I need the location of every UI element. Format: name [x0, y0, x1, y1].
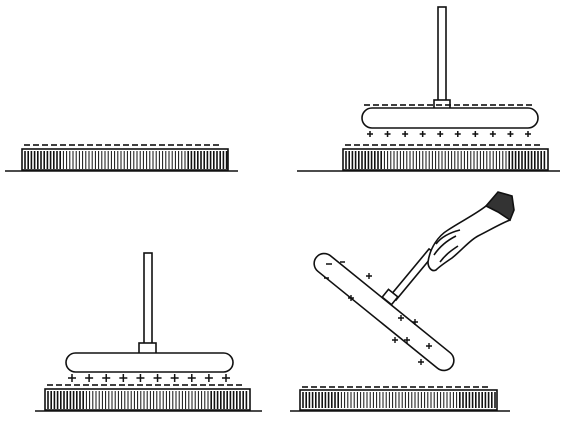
hand: [427, 194, 511, 272]
fingers: [433, 229, 461, 263]
handle-socket: [381, 288, 399, 306]
plus-sign: [384, 131, 391, 137]
plus-sign: [102, 374, 111, 382]
base-hatching: [345, 151, 546, 169]
plus-sign: [204, 374, 213, 382]
panel-2: [297, 6, 560, 172]
base-hatching: [47, 391, 248, 409]
plus-sign: [222, 374, 230, 382]
charge-signs: [324, 261, 432, 365]
plus-sign: [472, 131, 479, 137]
plus-sign: [85, 374, 94, 382]
plus-sign: [419, 131, 426, 137]
metal-cover: [361, 107, 539, 129]
plus-sign: [68, 374, 76, 382]
plus-sign: [136, 374, 145, 382]
insulating-handle: [143, 252, 153, 346]
plus-sign: [119, 374, 128, 382]
metal-cover: [65, 352, 234, 373]
plus-sign: [367, 131, 373, 137]
plus-sign: [489, 131, 496, 137]
charge-marks: [324, 261, 432, 365]
cover-positive-charges: [367, 131, 531, 137]
cuff: [484, 191, 515, 222]
base-hatching: [302, 392, 496, 408]
panel-4: [290, 191, 515, 412]
insulating-handle: [437, 6, 447, 105]
plus-sign: [454, 131, 461, 137]
plus-sign: [153, 374, 162, 382]
panel-3: [35, 252, 262, 412]
plus-sign: [402, 131, 409, 137]
base-hatching: [24, 151, 228, 169]
cover-positive-charges: [68, 374, 230, 382]
plus-sign: [507, 131, 514, 137]
plus-sign: [187, 374, 196, 382]
panel-1: [5, 144, 238, 172]
plus-sign: [525, 131, 531, 137]
plus-sign: [170, 374, 179, 382]
plus-sign: [437, 131, 444, 137]
